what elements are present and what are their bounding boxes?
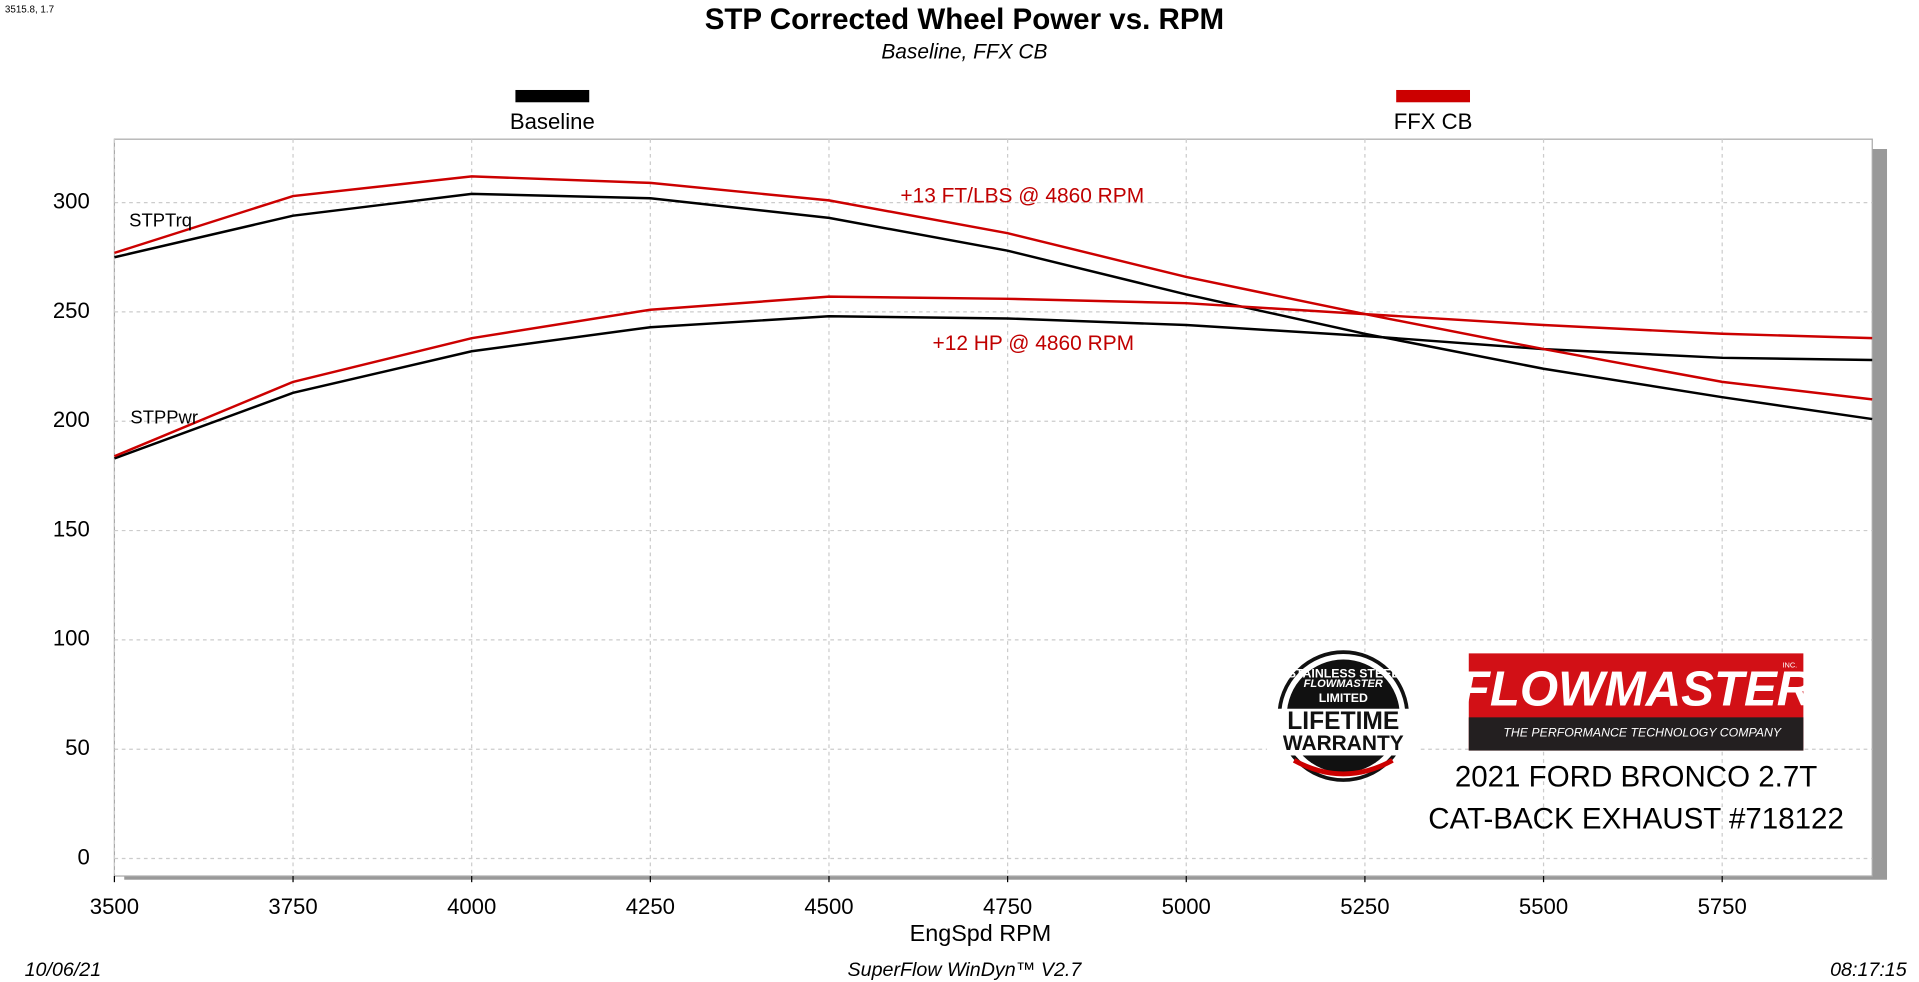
line-torque bbox=[114, 175, 1873, 401]
badge-text: FLOWMASTER bbox=[1304, 678, 1383, 690]
x-tick-label: 4000 bbox=[447, 894, 496, 919]
annotation: +13 FT/LBS @ 4860 RPM bbox=[900, 185, 1144, 208]
badge-text: LIFETIME bbox=[1287, 708, 1399, 735]
legend-label: FFX CB bbox=[1394, 109, 1473, 134]
x-tick-label: 5000 bbox=[1162, 894, 1211, 919]
corner-readout: 3515.8, 1.7 bbox=[5, 5, 54, 16]
y-tick-label: 200 bbox=[53, 407, 90, 432]
flowmaster-logo: FLOWMASTER INC. THE PERFORMANCE TECHNOLO… bbox=[1460, 653, 1813, 751]
legend-label: Baseline bbox=[510, 109, 595, 134]
x-tick-label: 3750 bbox=[268, 894, 317, 919]
y-tick-label: 100 bbox=[53, 626, 90, 651]
x-axis-label: EngSpd RPM bbox=[910, 920, 1052, 946]
x-tick-label: 4500 bbox=[804, 894, 853, 919]
x-tick-label: 3500 bbox=[90, 894, 139, 919]
footer-time: 08:17:15 bbox=[1830, 959, 1907, 981]
power-curve-label: STPPwr bbox=[130, 406, 198, 427]
x-tick-label: 5250 bbox=[1340, 894, 1389, 919]
footer-software: SuperFlow WinDyn™ V2.7 bbox=[848, 959, 1083, 981]
x-tick-label: 4750 bbox=[983, 894, 1032, 919]
line-power bbox=[113, 315, 1873, 460]
chart-title: STP Corrected Wheel Power vs. RPM bbox=[705, 3, 1224, 36]
plot-area bbox=[113, 138, 1873, 877]
vehicle-text: 2021 FORD BRONCO 2.7T bbox=[1455, 761, 1818, 794]
torque-curve-label: STPTrq bbox=[129, 209, 192, 230]
logo-inc: INC. bbox=[1782, 661, 1797, 670]
y-tick-label: 150 bbox=[53, 516, 90, 541]
warranty-badge: STAINLESS STEEL FLOWMASTER LIMITED LIFET… bbox=[1267, 650, 1420, 782]
annotation: +12 HP @ 4860 RPM bbox=[933, 332, 1135, 355]
badge-text: LIMITED bbox=[1319, 691, 1368, 705]
y-tick-label: 50 bbox=[65, 735, 90, 760]
y-tick-label: 300 bbox=[53, 188, 90, 213]
legend-swatch bbox=[515, 89, 590, 103]
x-tick-label: 5500 bbox=[1519, 894, 1568, 919]
product-text: CAT-BACK EXHAUST #718122 bbox=[1428, 802, 1844, 835]
marks bbox=[113, 175, 1873, 460]
x-tick-label: 4250 bbox=[626, 894, 675, 919]
y-tick-label: 0 bbox=[77, 844, 89, 869]
line-power bbox=[113, 295, 1873, 458]
logo-tagline: THE PERFORMANCE TECHNOLOGY COMPANY bbox=[1503, 726, 1781, 740]
legend-swatch bbox=[1396, 89, 1471, 103]
badge-text: WARRANTY bbox=[1283, 732, 1404, 755]
line-torque bbox=[114, 192, 1873, 421]
chart-subtitle: Baseline, FFX CB bbox=[881, 41, 1047, 64]
footer-date: 10/06/21 bbox=[25, 959, 102, 981]
x-tick-label: 5750 bbox=[1698, 894, 1747, 919]
badge-text: STAINLESS STEEL bbox=[1288, 667, 1400, 681]
y-tick-label: 250 bbox=[53, 298, 90, 323]
logo-text: FLOWMASTER bbox=[1460, 662, 1813, 717]
